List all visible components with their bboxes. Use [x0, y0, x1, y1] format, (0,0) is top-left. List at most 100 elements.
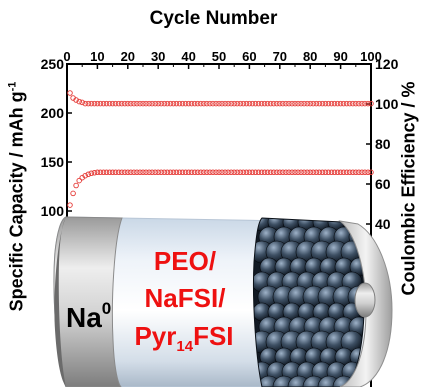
data-point-capacity: [313, 169, 320, 176]
data-point-efficiency: [353, 100, 359, 107]
data-point-efficiency: [243, 100, 250, 107]
data-point-efficiency: [152, 100, 158, 107]
x-tick-label: 100: [360, 49, 382, 64]
data-point-efficiency: [246, 100, 253, 107]
data-point-capacity: [109, 169, 116, 176]
electrolyte-line-2: NaFSI/: [145, 283, 226, 313]
data-point-efficiency: [79, 99, 85, 106]
data-point-capacity: [207, 169, 213, 176]
data-point-capacity: [140, 169, 146, 176]
data-point-capacity: [219, 169, 225, 176]
data-point-efficiency: [270, 100, 277, 107]
data-point-capacity: [106, 169, 113, 176]
data-point-efficiency: [340, 100, 347, 107]
data-point-capacity: [328, 169, 335, 176]
data-point-efficiency: [301, 100, 307, 107]
data-point-capacity: [67, 202, 73, 208]
data-point-capacity: [128, 169, 134, 176]
data-points: [67, 90, 374, 208]
data-point-capacity: [261, 169, 268, 176]
data-point-capacity: [246, 169, 253, 176]
data-point-capacity: [225, 169, 231, 176]
data-point-capacity: [267, 169, 274, 176]
data-point-capacity: [204, 169, 210, 176]
data-point-efficiency: [112, 100, 119, 107]
data-point-efficiency: [225, 100, 231, 107]
x-tick-label: 0: [63, 49, 70, 64]
data-point-efficiency: [201, 100, 207, 107]
data-point-efficiency: [140, 100, 146, 107]
data-point-capacity: [359, 169, 365, 176]
data-point-efficiency: [67, 90, 73, 96]
data-point-efficiency: [240, 100, 247, 107]
cap-terminal: [354, 282, 376, 318]
data-point-efficiency: [277, 100, 283, 107]
data-point-capacity: [365, 169, 371, 176]
data-point-efficiency: [149, 100, 155, 107]
data-point-capacity: [85, 171, 92, 178]
data-point-capacity: [182, 169, 189, 176]
sodium-anode: [53, 216, 123, 387]
data-point-capacity: [185, 169, 192, 176]
data-point-capacity: [325, 169, 332, 176]
data-point-capacity: [198, 169, 204, 176]
data-point-efficiency: [91, 100, 98, 107]
data-point-efficiency: [137, 100, 143, 107]
data-point-efficiency: [295, 100, 301, 107]
data-point-efficiency: [237, 100, 244, 107]
data-point-efficiency: [207, 100, 213, 107]
axes: 0102030405060708090100250200150100512010…: [41, 49, 399, 387]
data-point-efficiency: [316, 100, 323, 107]
data-point-efficiency: [213, 100, 219, 107]
data-point-efficiency: [125, 100, 131, 107]
data-point-efficiency: [356, 100, 362, 107]
x-tick-label: 40: [181, 49, 195, 64]
data-point-capacity: [258, 169, 265, 176]
data-point-efficiency: [173, 100, 180, 107]
right-y-tick-label: 40: [375, 216, 391, 232]
right-y-axis-title: Coulombic Efficiency / %: [398, 81, 419, 296]
data-point-efficiency: [103, 100, 110, 107]
data-point-efficiency: [267, 100, 274, 107]
data-point-capacity: [356, 169, 362, 176]
data-point-capacity: [289, 169, 295, 176]
data-point-capacity: [252, 169, 259, 176]
data-point-efficiency: [94, 100, 101, 107]
data-point-efficiency: [97, 100, 104, 107]
data-point-capacity: [301, 169, 307, 176]
data-point-efficiency: [73, 97, 79, 103]
data-point-efficiency: [176, 100, 183, 107]
data-point-efficiency: [82, 100, 88, 107]
data-point-capacity: [94, 169, 101, 176]
data-point-capacity: [118, 169, 125, 176]
data-point-efficiency: [76, 98, 82, 105]
data-point-efficiency: [362, 100, 368, 107]
data-point-capacity: [331, 169, 338, 176]
data-point-efficiency: [280, 100, 286, 107]
cathode-particles: [253, 218, 365, 387]
data-point-capacity: [70, 190, 76, 197]
data-point-efficiency: [179, 100, 186, 107]
data-point-capacity: [304, 169, 310, 176]
data-point-capacity: [362, 169, 368, 176]
data-point-capacity: [176, 169, 183, 176]
x-tick-label: 60: [242, 49, 256, 64]
left-y-tick-label: 250: [41, 56, 65, 72]
data-point-efficiency: [131, 100, 137, 107]
data-point-efficiency: [185, 100, 192, 107]
x-tick-label: 50: [212, 49, 226, 64]
data-point-capacity: [350, 169, 356, 176]
data-point-efficiency: [210, 100, 216, 107]
data-point-capacity: [237, 169, 244, 176]
data-point-capacity: [155, 169, 161, 176]
data-point-efficiency: [216, 100, 222, 107]
data-point-efficiency: [194, 100, 201, 107]
data-point-efficiency: [304, 100, 310, 107]
data-point-capacity: [161, 169, 168, 176]
data-point-capacity: [316, 169, 323, 176]
data-point-capacity: [283, 169, 289, 176]
data-point-capacity: [337, 169, 344, 176]
data-point-efficiency: [255, 100, 262, 107]
battery-illustration: Na0 PEO/ NaFSI/ Pyr14FSI: [53, 216, 393, 387]
